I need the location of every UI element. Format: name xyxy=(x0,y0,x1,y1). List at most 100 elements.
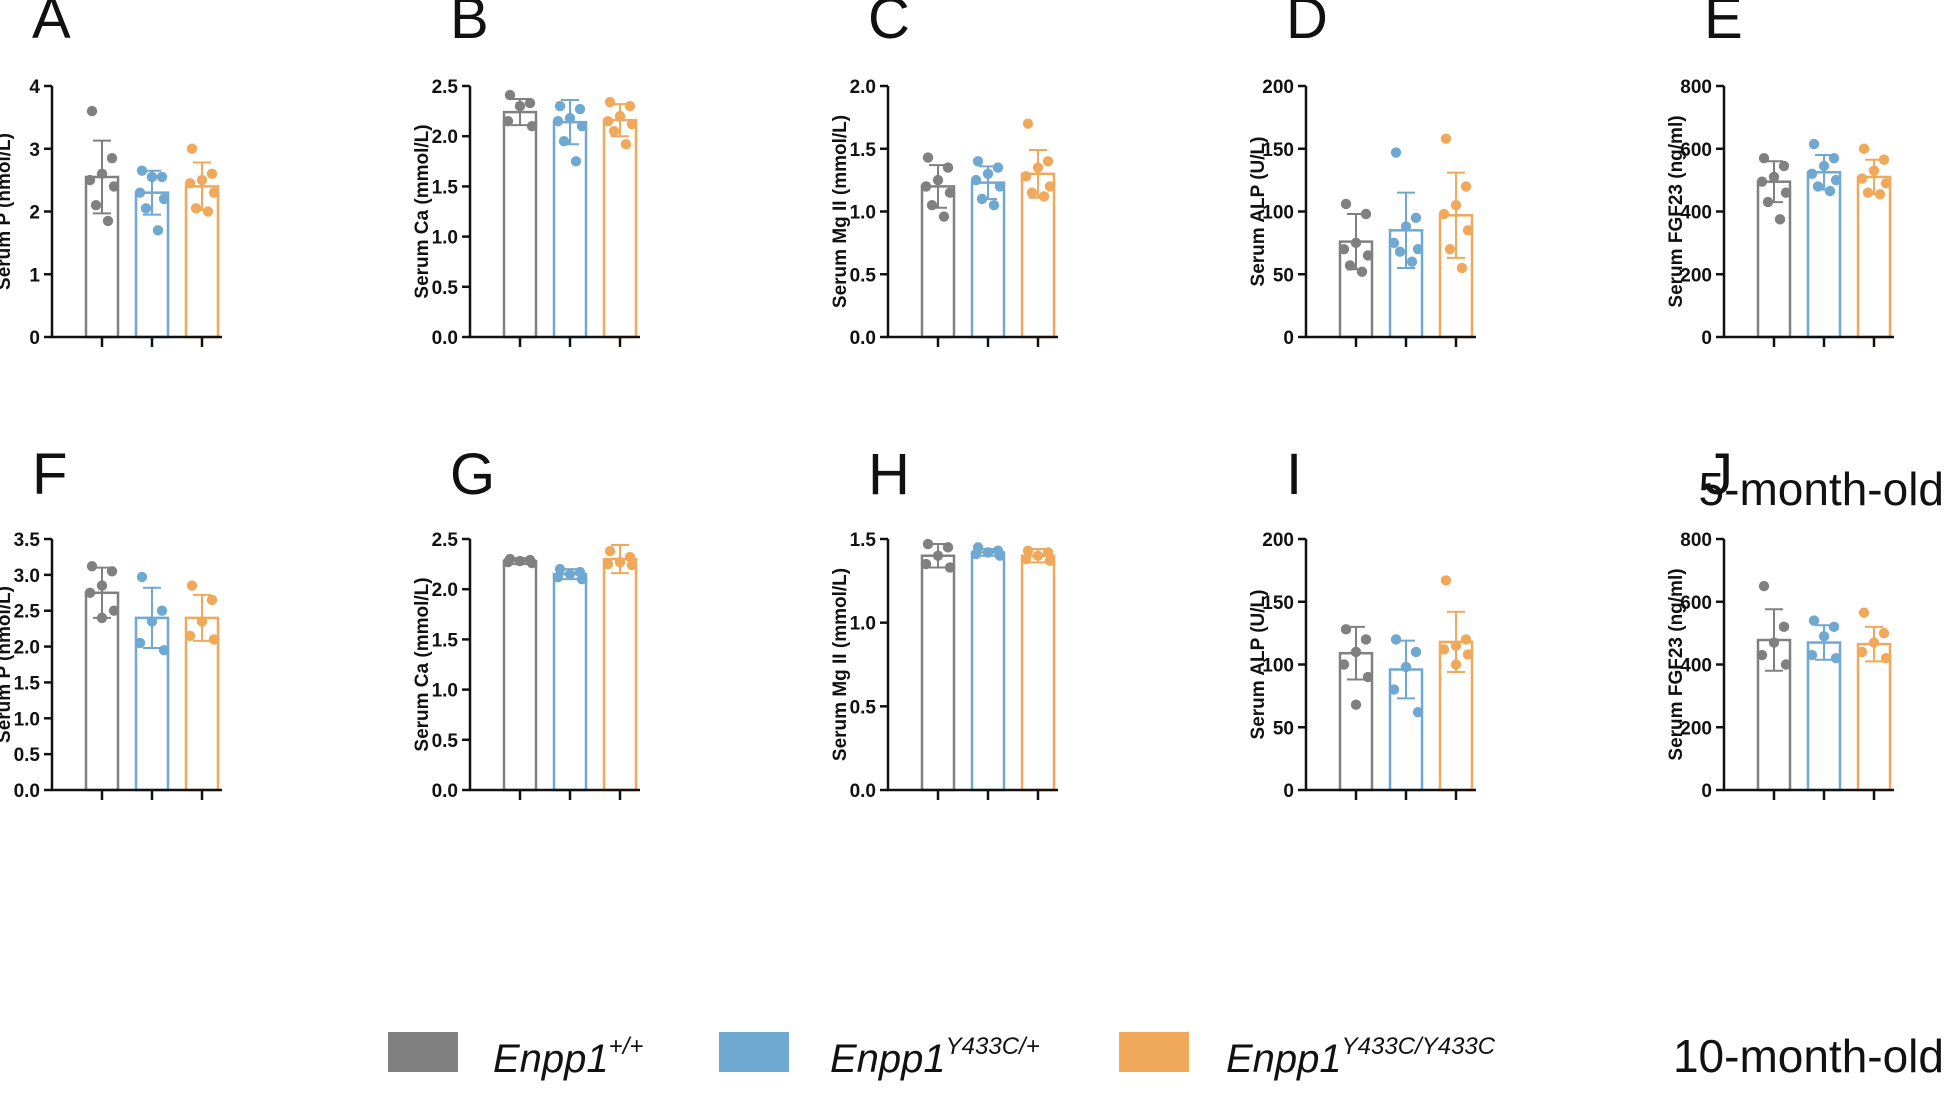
panel-g-point-2-2 xyxy=(614,556,626,568)
panel-e-point-2-4 xyxy=(1880,178,1892,189)
panel-j-point-2-2 xyxy=(1868,637,1880,648)
panel-h-y-axis-label: Serum Mg II (mmol/L) xyxy=(830,568,851,761)
panel-f-point-1-1 xyxy=(156,605,168,616)
panel-a-point-2-1 xyxy=(206,168,218,180)
panel-a-point-1-0 xyxy=(136,165,148,176)
panel-h-point-1-4 xyxy=(994,550,1006,561)
panel-j-y-axis-label: Serum FGF23 (ng/ml) xyxy=(1666,568,1687,760)
panel-b-point-2-4 xyxy=(626,118,638,130)
panel-i-point-2-3 xyxy=(1438,644,1450,655)
panel-a-point-0-4 xyxy=(108,181,120,192)
panel-c-point-0-5 xyxy=(926,200,938,211)
panel-h-y-tick-label-1: 0.5 xyxy=(850,697,877,718)
panel-i-letter: I xyxy=(1286,442,1302,507)
panel-d-y-tick-label-4: 200 xyxy=(1262,77,1294,98)
panel-f-point-1-0 xyxy=(136,571,148,583)
panel-a-y-tick-label-3: 3 xyxy=(29,140,40,161)
panel-b-point-2-2 xyxy=(614,110,626,122)
panel-i-y-tick-label-0: 0 xyxy=(1283,781,1294,802)
panel-i-point-2-0 xyxy=(1440,575,1452,586)
panels: A Serum P (nmol/L) 0 1 2 3 4 B Serum Ca (mmol/L)… xyxy=(0,0,1894,802)
panel-h-point-0-2 xyxy=(932,550,944,561)
panel-c-point-0-3 xyxy=(920,181,932,192)
panel-a-point-2-0 xyxy=(186,143,198,154)
panel-f-letter: F xyxy=(32,442,67,507)
panel-j-bar-1 xyxy=(1806,641,1842,792)
timepoint-label-10-month: 10-month-old xyxy=(1673,1030,1944,1082)
panel-e-point-0-6 xyxy=(1774,214,1786,225)
panel-a-point-1-4 xyxy=(158,193,170,205)
panel-g-point-1-0 xyxy=(554,563,566,575)
panel-a-point-0-0 xyxy=(86,105,98,117)
panel-h-y-tick-label-2: 1.0 xyxy=(850,614,876,635)
panel-a-y-tick-label-4: 4 xyxy=(29,77,40,98)
panel-c-point-1-4 xyxy=(994,181,1006,192)
panel-g-letter: G xyxy=(450,442,495,507)
panel-d-point-0-5 xyxy=(1344,260,1356,271)
panel-d-point-0-0 xyxy=(1340,198,1352,210)
panel-H: H Serum Mg II (mmol/L) 0.0 0.5 1.0 1.5 xyxy=(830,442,1058,802)
panel-I: I Serum ALP (U/L) 0 50 100 150 200 xyxy=(1248,442,1476,802)
panel-d-point-2-6 xyxy=(1456,262,1468,274)
panel-D: D Serum ALP (U/L) 0 50 100 150 200 xyxy=(1248,0,1476,349)
panel-h-point-0-0 xyxy=(922,538,934,550)
panel-i-y-tick-label-1: 50 xyxy=(1273,718,1294,739)
panel-c-y-tick-label-4: 2.0 xyxy=(850,77,876,98)
panel-C: C Serum Mg II (mmol/L) 0.0 0.5 1.0 1.5 2.0 xyxy=(830,0,1058,349)
panel-b-y-tick-label-1: 0.5 xyxy=(432,278,459,299)
panel-h-y-tick-label-3: 1.5 xyxy=(850,530,877,551)
panel-h-point-2-2 xyxy=(1032,550,1044,561)
panel-j-point-1-1 xyxy=(1828,621,1840,633)
panel-c-y-axis-label: Serum Mg II (mmol/L) xyxy=(830,115,851,308)
panel-d-y-tick-label-2: 100 xyxy=(1262,203,1294,224)
panel-e-y-axis-label: Serum FGF23 (ng/ml) xyxy=(1666,115,1687,307)
panel-e-y-tick-label-1: 200 xyxy=(1680,265,1712,286)
panel-b-point-1-4 xyxy=(576,120,588,132)
panel-j-y-tick-label-0: 0 xyxy=(1701,781,1712,802)
legend-swatch-wt xyxy=(388,1032,458,1072)
panel-d-point-1-2 xyxy=(1400,221,1412,232)
panel-h-bar-1 xyxy=(970,551,1006,792)
panel-f-y-tick-label-6: 3.0 xyxy=(14,566,40,587)
panel-d-point-2-4 xyxy=(1462,225,1474,236)
panel-b-letter: B xyxy=(450,0,489,51)
panel-d-y-axis-label: Serum ALP (U/L) xyxy=(1248,137,1269,287)
panel-h-point-0-1 xyxy=(942,542,954,553)
panel-a-point-0-6 xyxy=(102,215,114,227)
legend-label-wt: Enpp1+/+ xyxy=(493,1033,643,1081)
panel-f-y-tick-label-7: 3.5 xyxy=(14,530,41,551)
panel-i-point-0-4 xyxy=(1362,671,1374,683)
panel-g-y-tick-label-5: 2.5 xyxy=(432,530,459,551)
panel-i-point-2-1 xyxy=(1460,634,1472,645)
panel-j-point-0-3 xyxy=(1756,649,1768,661)
panel-i-point-2-5 xyxy=(1450,659,1462,670)
panel-c-point-2-0 xyxy=(1022,118,1034,129)
panel-d-point-0-6 xyxy=(1356,266,1368,277)
panel-c-y-tick-label-1: 0.5 xyxy=(850,265,877,286)
panel-b-y-tick-label-5: 2.5 xyxy=(432,77,459,98)
panel-i-point-1-2 xyxy=(1400,661,1412,673)
panel-i-point-0-5 xyxy=(1350,699,1362,710)
panel-c-point-0-4 xyxy=(944,187,956,198)
panel-c-point-2-1 xyxy=(1042,156,1054,167)
panel-e-point-2-1 xyxy=(1878,154,1890,165)
panel-g-y-tick-label-3: 1.5 xyxy=(432,630,459,651)
panel-b-point-1-5 xyxy=(558,136,570,147)
panel-f-point-2-2 xyxy=(196,616,208,627)
panel-h-y-tick-label-0: 0.0 xyxy=(850,781,876,802)
panel-g-point-0-2 xyxy=(514,555,526,567)
panel-e-point-2-6 xyxy=(1874,189,1886,200)
panel-j-y-tick-label-3: 600 xyxy=(1680,593,1712,614)
panel-e-bar-1 xyxy=(1806,171,1842,339)
panel-a-point-1-3 xyxy=(134,187,146,198)
panel-b-point-1-2 xyxy=(564,112,576,124)
panel-g-point-0-4 xyxy=(526,557,538,569)
panel-b-bar-0 xyxy=(502,110,538,339)
panel-e-point-0-3 xyxy=(1756,176,1768,187)
panel-E: E Serum FGF23 (ng/ml) 0 200 400 600 800 xyxy=(1666,0,1894,349)
panel-g-point-1-4 xyxy=(576,573,588,585)
panel-c-point-1-2 xyxy=(982,168,994,180)
panel-i-point-0-2 xyxy=(1350,646,1362,658)
panel-f-point-2-1 xyxy=(206,594,218,606)
panel-e-y-tick-label-2: 400 xyxy=(1680,203,1712,224)
